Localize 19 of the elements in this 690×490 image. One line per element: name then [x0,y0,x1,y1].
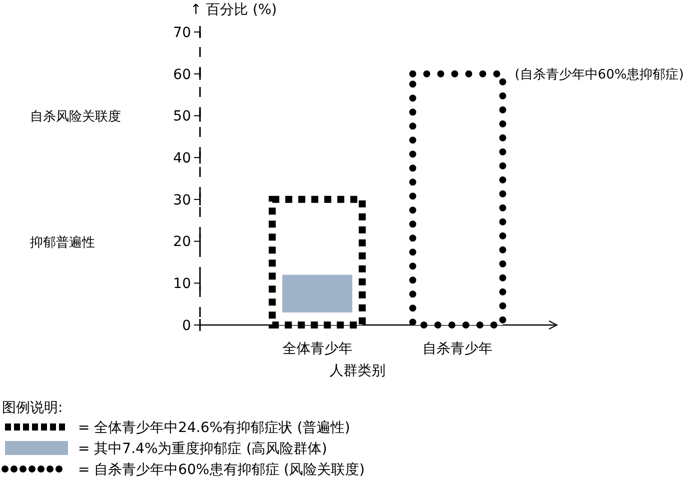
legend-title: 图例说明: [2,400,63,416]
y-axis-title: ↑ 百分比 (%) [190,2,277,18]
y-tick-label: 50 [173,108,191,125]
y-tick-label: 20 [173,234,191,250]
x-tick-label: 全体青少年 [282,341,352,357]
y-tick-label: 30 [173,192,191,208]
x-tick-label: 自杀青少年 [422,341,493,357]
annotation: (自杀青少年中60%患抑郁症) [514,67,684,82]
text: 自杀风险关联度 [30,108,121,125]
legend-label: = 其中7.4%为重度抑郁症 (高风险群体) [78,441,328,457]
y-tick-label: 60 [173,66,191,83]
text: 抑郁普遍性 [30,234,95,251]
y-tick-label: 40 [173,150,191,166]
y-tick-label: 0 [182,318,191,334]
legend-label: = 自杀青少年中60%患有抑郁症 (风险关联度) [78,462,365,478]
legend-label: = 全体青少年中24.6%有抑郁症状 (普遍性) [78,419,350,436]
x-axis-title: 人群类别 [330,363,386,379]
y-tick-label: 70 [173,24,191,41]
y-tick-label: 10 [173,276,191,292]
